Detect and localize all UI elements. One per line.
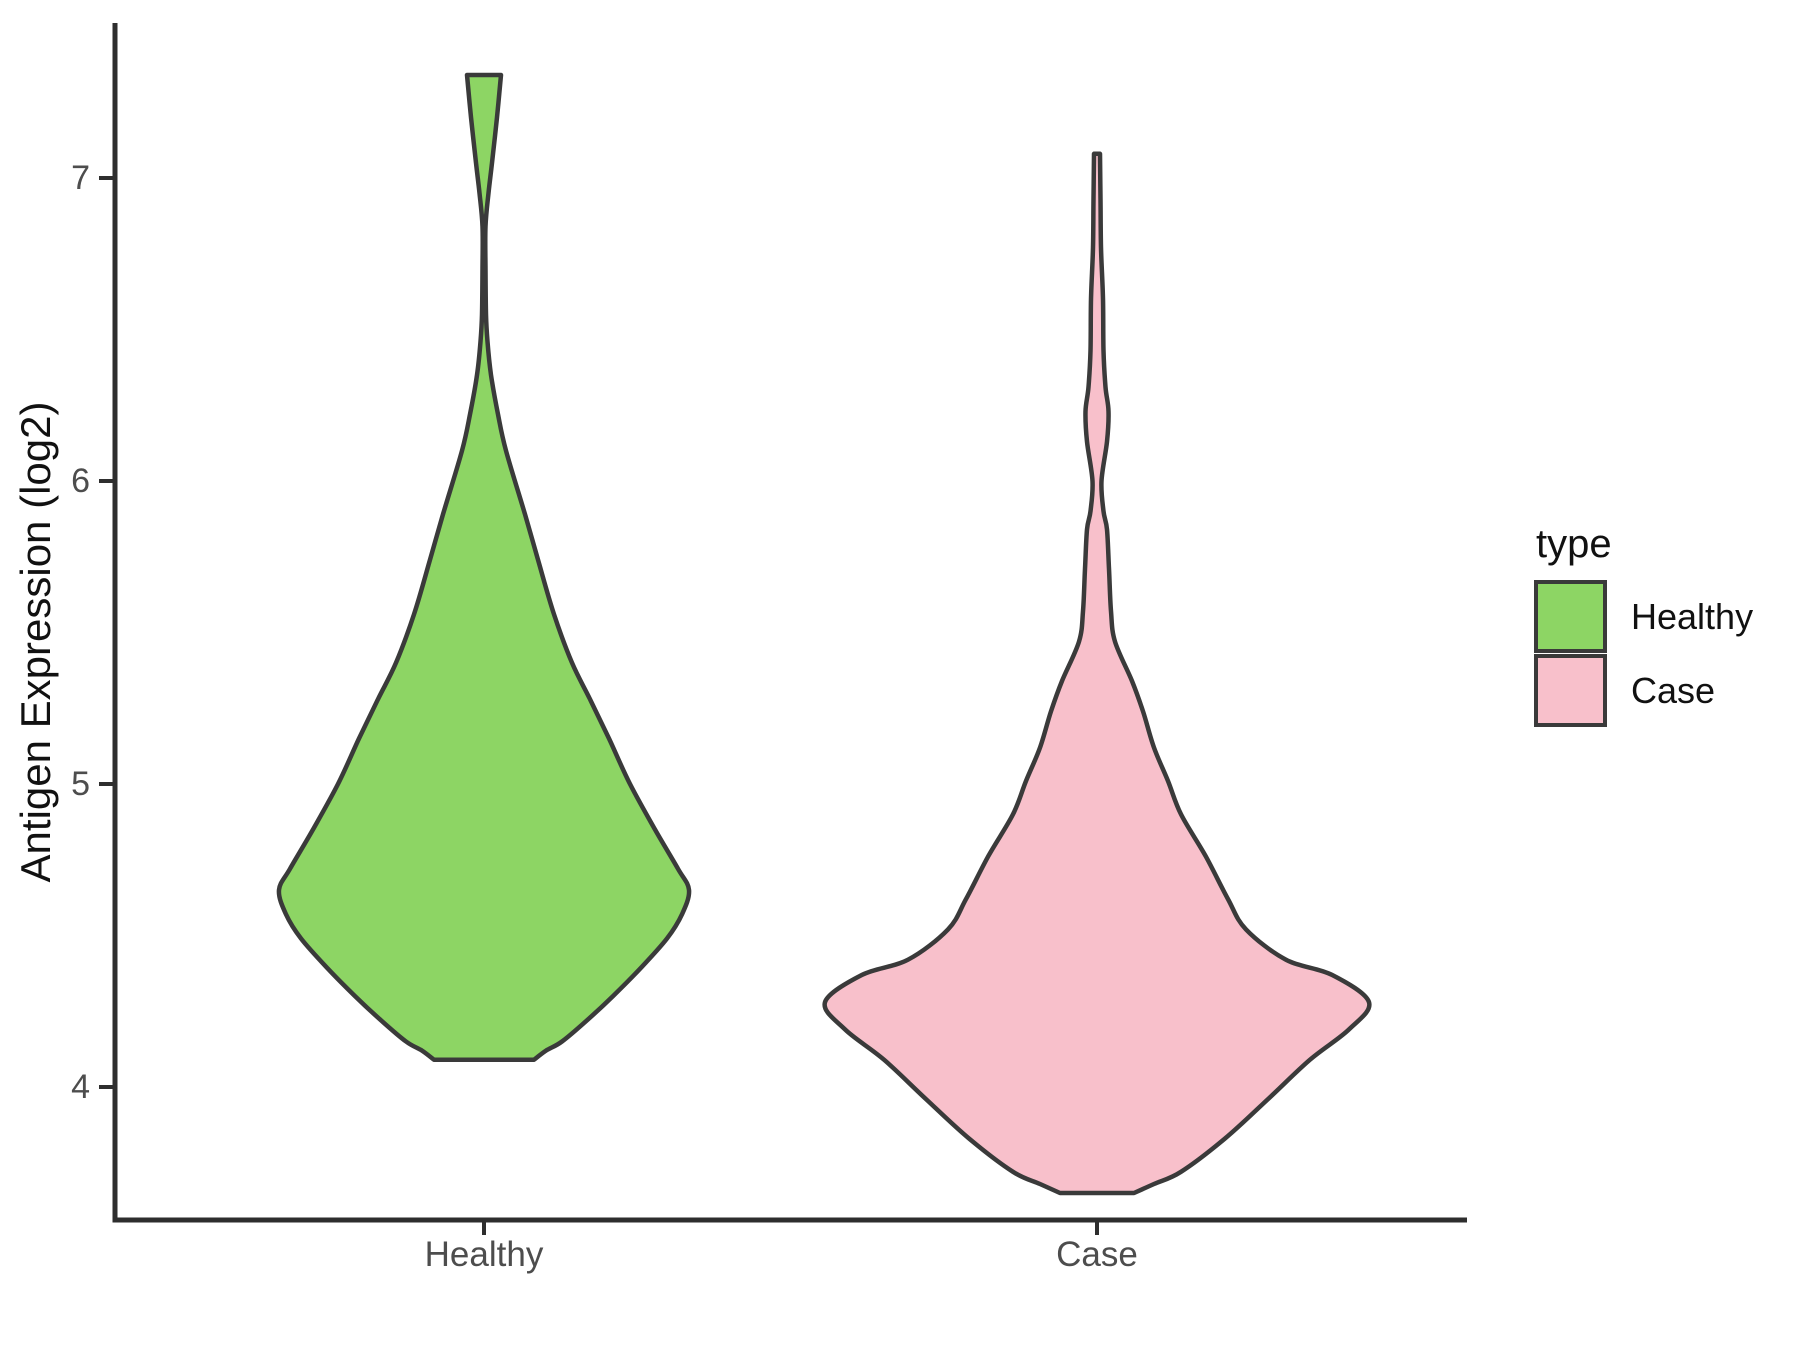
axes-layer: [99, 23, 1467, 1235]
violins-layer: [276, 72, 1372, 1196]
legend-label-healthy: Healthy: [1631, 596, 1753, 637]
legend-title: type: [1536, 522, 1612, 566]
legend: type Healthy Case: [1534, 522, 1753, 727]
x-tick-label-case: Case: [1056, 1235, 1138, 1274]
y-tick-label-6: 6: [71, 462, 90, 500]
x-tick-label-healthy: Healthy: [425, 1235, 544, 1274]
tick-labels-layer: 7 6 5 4 Healthy Case: [71, 159, 1138, 1274]
legend-swatch-healthy: [1534, 580, 1607, 653]
violin-case: [822, 151, 1372, 1196]
legend-swatch-case: [1534, 654, 1607, 727]
y-tick-label-5: 5: [71, 765, 90, 803]
legend-label-case: Case: [1631, 670, 1715, 711]
y-tick-label-4: 4: [71, 1068, 90, 1106]
y-tick-label-7: 7: [71, 159, 90, 197]
y-axis-title: Antigen Expression (log2): [12, 402, 59, 883]
legend-entries: Healthy Case: [1534, 580, 1753, 727]
violin-healthy: [276, 72, 692, 1062]
